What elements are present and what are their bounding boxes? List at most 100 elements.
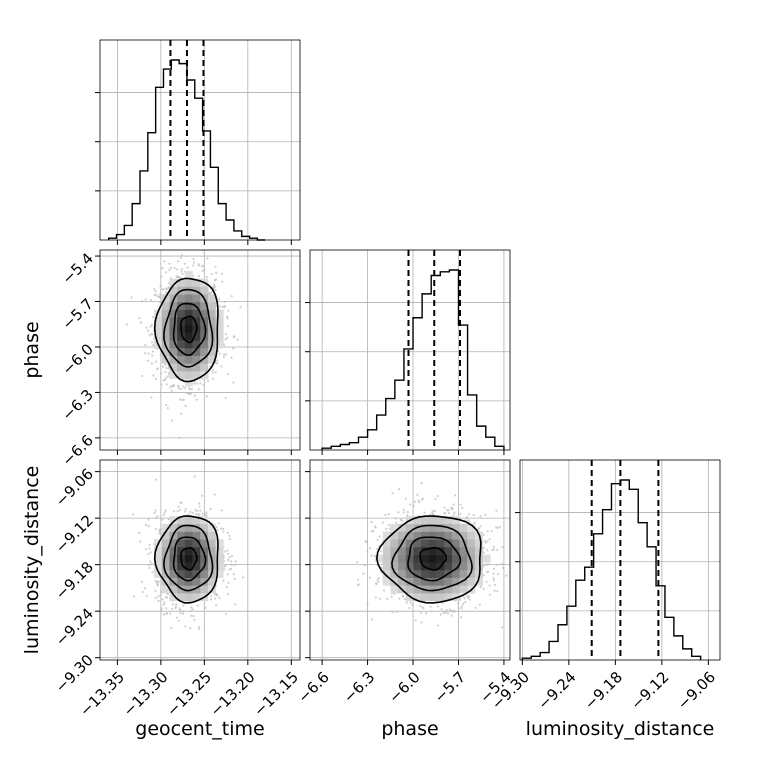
sample-point xyxy=(495,509,498,512)
sample-point xyxy=(467,519,470,522)
sample-point xyxy=(167,371,170,375)
x-tick-label: −5.7 xyxy=(431,668,469,706)
sample-point xyxy=(443,512,446,515)
density-cell xyxy=(161,554,170,563)
density-cell xyxy=(390,546,399,555)
density-cell xyxy=(215,324,224,333)
density-cell xyxy=(161,562,170,571)
density-cell xyxy=(154,569,163,578)
sample-point xyxy=(230,563,233,567)
density-cell xyxy=(444,516,453,525)
density-cell xyxy=(215,554,224,563)
sample-point xyxy=(199,509,202,512)
density-cell xyxy=(405,539,414,548)
sample-point xyxy=(205,395,209,398)
sample-point xyxy=(222,353,226,356)
sample-point xyxy=(411,604,414,607)
sample-point xyxy=(146,329,150,332)
sample-point xyxy=(194,512,198,516)
sample-point xyxy=(363,564,366,567)
sample-point xyxy=(452,503,455,506)
density-cell xyxy=(451,585,460,594)
density-cell xyxy=(413,539,422,548)
sample-point xyxy=(234,560,237,563)
contour-line xyxy=(407,536,462,582)
sample-point xyxy=(177,276,180,279)
density-cell xyxy=(398,523,407,532)
sample-point xyxy=(213,493,216,496)
sample-point xyxy=(225,353,228,356)
density-cell xyxy=(459,531,468,540)
sample-point xyxy=(164,596,167,599)
sample-point xyxy=(146,359,150,362)
density-cell xyxy=(436,569,445,578)
contour-line xyxy=(391,524,473,592)
sample-point xyxy=(196,604,199,607)
sample-point xyxy=(442,610,445,613)
sample-point xyxy=(193,475,196,478)
density-cell xyxy=(421,516,430,525)
density-cell xyxy=(161,317,170,326)
sample-point xyxy=(154,589,157,592)
density-cell xyxy=(154,546,163,555)
y-tick-label: −9.24 xyxy=(52,604,97,649)
density-cell xyxy=(169,523,178,532)
density-cell xyxy=(154,324,163,333)
sample-point xyxy=(147,524,150,528)
panel-frame xyxy=(99,459,301,661)
sample-point xyxy=(486,540,489,543)
sample-point xyxy=(161,518,164,521)
density-cell xyxy=(413,585,422,594)
density-cell xyxy=(177,340,186,349)
sample-point xyxy=(484,539,487,543)
sample-point xyxy=(179,256,183,260)
sample-point xyxy=(224,550,227,553)
density-cell xyxy=(375,554,384,563)
sample-point xyxy=(500,626,504,629)
sample-point xyxy=(220,509,223,512)
x-tick-label: −13.25 xyxy=(163,668,215,720)
sample-point xyxy=(178,508,181,512)
sample-point xyxy=(160,607,163,610)
sample-point xyxy=(180,387,183,391)
sample-point xyxy=(199,382,202,385)
sample-point xyxy=(226,315,229,318)
density-cell xyxy=(421,569,430,578)
density-cell xyxy=(398,531,407,540)
sample-point xyxy=(167,286,170,289)
sample-point xyxy=(381,521,384,524)
density-cell xyxy=(444,539,453,548)
sample-point xyxy=(177,505,180,509)
density-cell xyxy=(382,539,391,548)
density-cell xyxy=(215,340,224,349)
sample-point xyxy=(184,625,187,628)
sample-point xyxy=(368,547,372,550)
density-cell xyxy=(184,562,193,571)
density-cell xyxy=(207,294,216,303)
sample-point xyxy=(151,570,154,574)
sample-point xyxy=(236,338,239,341)
sample-point xyxy=(158,296,161,299)
sample-point xyxy=(213,593,216,596)
density-cell xyxy=(451,569,460,578)
sample-point xyxy=(155,478,158,481)
sample-point xyxy=(164,509,167,512)
sample-point xyxy=(189,610,192,613)
sample-point xyxy=(452,610,456,614)
sample-point xyxy=(213,597,217,600)
sample-point xyxy=(170,419,173,422)
density-cell xyxy=(192,309,201,318)
density-cell xyxy=(161,585,170,594)
sample-point xyxy=(179,276,182,279)
density-cell xyxy=(215,317,224,326)
sample-point xyxy=(195,398,199,401)
density-cell xyxy=(169,363,178,372)
sample-point xyxy=(153,511,156,514)
density-cell xyxy=(169,593,178,602)
sample-point xyxy=(209,507,212,511)
density-cell xyxy=(184,531,193,540)
sample-point xyxy=(196,509,199,513)
density-cell xyxy=(161,332,170,341)
sample-point xyxy=(144,352,147,355)
density-cell xyxy=(161,348,170,357)
